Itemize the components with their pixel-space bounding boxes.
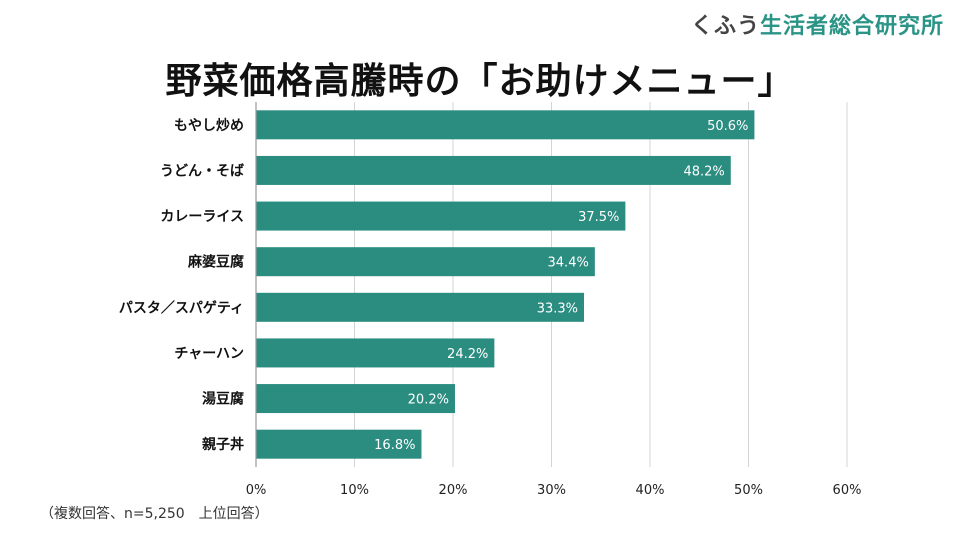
bar — [256, 201, 626, 231]
data-label: 50.6% — [707, 119, 748, 134]
x-tick-label: 10% — [340, 483, 369, 498]
category-label: チャーハン — [174, 346, 244, 362]
bar — [256, 384, 455, 414]
data-label: 20.2% — [408, 393, 449, 408]
data-label: 37.5% — [578, 210, 619, 225]
x-tick-label: 60% — [833, 483, 862, 498]
brand-logo: くふう生活者総合研究所 — [691, 8, 944, 40]
category-label: 麻婆豆腐 — [187, 254, 244, 271]
x-tick-label: 30% — [537, 483, 566, 498]
data-label: 33.3% — [537, 301, 578, 316]
category-label: うどん・そば — [160, 163, 244, 179]
category-label: 湯豆腐 — [202, 391, 244, 408]
x-tick-label: 50% — [734, 483, 763, 498]
category-label: 親子丼 — [202, 436, 244, 453]
bar — [256, 155, 731, 185]
bar — [256, 338, 495, 368]
chart-title: 野菜価格高騰時の「お助けメニュー」 — [165, 61, 795, 102]
x-tick-label: 20% — [439, 483, 468, 498]
x-tick-label: 0% — [246, 483, 267, 498]
bar — [256, 247, 595, 277]
data-label: 24.2% — [447, 347, 488, 362]
data-label: 16.8% — [374, 438, 415, 453]
data-label: 48.2% — [683, 164, 724, 179]
category-label: パスタ／スパゲティ — [119, 299, 244, 316]
bar — [256, 110, 755, 140]
x-tick-label: 40% — [636, 483, 665, 498]
bar — [256, 429, 422, 459]
category-label: カレーライス — [160, 209, 244, 225]
data-label: 34.4% — [548, 256, 589, 271]
footnote: （複数回答、n=5,250 上位回答） — [40, 506, 269, 522]
brand-name: くふう — [690, 14, 760, 39]
bar — [256, 292, 585, 322]
category-label: もやし炒め — [174, 118, 244, 134]
brand-subtitle: 生活者総合研究所 — [759, 14, 944, 39]
